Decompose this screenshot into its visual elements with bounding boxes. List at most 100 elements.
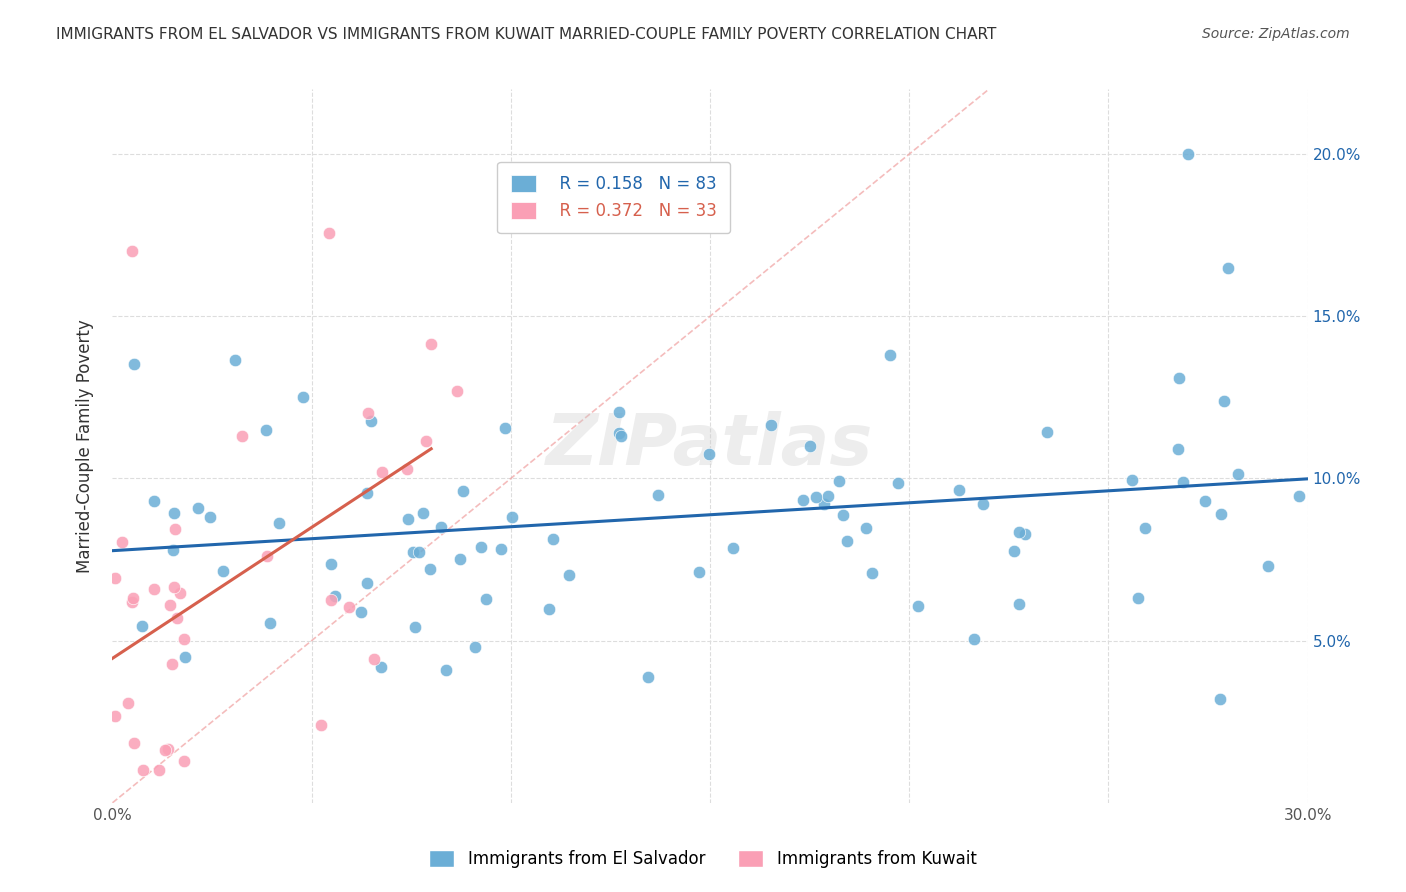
- Point: [1213, 394, 1236, 409]
- Point: [1168, 371, 1191, 385]
- Point: [412, 506, 434, 520]
- Point: [267, 516, 290, 531]
- Point: [173, 754, 195, 768]
- Point: [186, 501, 208, 516]
- Point: [541, 533, 564, 547]
- Point: [363, 652, 385, 666]
- Text: IMMIGRANTS FROM EL SALVADOR VS IMMIGRANTS FROM KUWAIT MARRIED-COUPLE FAMILY POVE: IMMIGRANTS FROM EL SALVADOR VS IMMIGRANT…: [56, 27, 997, 42]
- Point: [610, 429, 633, 443]
- Y-axis label: Married-Couple Family Poverty: Married-Couple Family Poverty: [76, 319, 94, 573]
- Point: [142, 582, 165, 596]
- Legend:   R = 0.158   N = 83,   R = 0.372   N = 33: R = 0.158 N = 83, R = 0.372 N = 33: [498, 161, 730, 233]
- Point: [408, 545, 430, 559]
- Point: [721, 541, 744, 555]
- Point: [491, 542, 513, 557]
- Point: [647, 488, 669, 502]
- Point: [162, 657, 184, 671]
- Point: [122, 357, 145, 371]
- Point: [813, 497, 835, 511]
- Point: [828, 474, 851, 488]
- Point: [972, 497, 994, 511]
- Point: [1036, 425, 1059, 440]
- Point: [163, 580, 186, 594]
- Point: [122, 736, 145, 750]
- Point: [121, 595, 143, 609]
- Point: [1194, 494, 1216, 508]
- Point: [835, 534, 858, 549]
- Point: [356, 486, 378, 500]
- Point: [254, 423, 277, 437]
- Point: [420, 337, 443, 351]
- Point: [948, 483, 970, 497]
- Point: [607, 425, 630, 440]
- Point: [111, 535, 134, 549]
- Point: [131, 619, 153, 633]
- Point: [162, 542, 184, 557]
- Point: [1121, 473, 1143, 487]
- Point: [1135, 521, 1157, 535]
- Point: [688, 565, 710, 579]
- Point: [173, 650, 195, 665]
- Point: [319, 593, 342, 607]
- Point: [855, 521, 877, 535]
- Text: ZIPatlas: ZIPatlas: [547, 411, 873, 481]
- Point: [831, 508, 853, 522]
- Point: [494, 421, 516, 435]
- Point: [697, 447, 720, 461]
- Point: [1014, 526, 1036, 541]
- Point: [817, 489, 839, 503]
- Point: [963, 632, 986, 646]
- Point: [607, 405, 630, 419]
- Point: [121, 591, 143, 606]
- Point: [142, 493, 165, 508]
- Point: [451, 483, 474, 498]
- Point: [907, 599, 929, 614]
- Point: [356, 576, 378, 591]
- Point: [357, 406, 380, 420]
- Point: [321, 558, 343, 572]
- Point: [1177, 147, 1199, 161]
- Point: [1126, 591, 1149, 605]
- Point: [169, 586, 191, 600]
- Point: [1209, 691, 1232, 706]
- Point: [259, 616, 281, 631]
- Point: [759, 417, 782, 432]
- Point: [156, 741, 179, 756]
- Point: [402, 545, 425, 559]
- Point: [104, 571, 127, 585]
- Point: [470, 540, 492, 554]
- Point: [792, 492, 814, 507]
- Point: [799, 439, 821, 453]
- Point: [292, 390, 315, 404]
- Point: [395, 462, 418, 476]
- Point: [159, 598, 181, 612]
- Point: [1257, 559, 1279, 574]
- Point: [1288, 490, 1310, 504]
- Point: [318, 227, 340, 241]
- Point: [166, 610, 188, 624]
- Point: [474, 591, 496, 606]
- Point: [212, 565, 235, 579]
- Point: [404, 620, 426, 634]
- Point: [323, 589, 346, 603]
- Point: [396, 511, 419, 525]
- Point: [231, 429, 253, 443]
- Point: [806, 491, 828, 505]
- Point: [121, 244, 143, 259]
- Point: [131, 764, 153, 778]
- Point: [173, 632, 195, 646]
- Point: [501, 510, 523, 524]
- Point: [879, 348, 901, 362]
- Point: [637, 670, 659, 684]
- Point: [558, 567, 581, 582]
- Point: [370, 465, 392, 479]
- Point: [1167, 442, 1189, 457]
- Point: [1008, 597, 1031, 611]
- Point: [537, 602, 560, 616]
- Point: [446, 384, 468, 399]
- Point: [1216, 260, 1239, 275]
- Point: [1002, 543, 1025, 558]
- Point: [198, 509, 221, 524]
- Point: [153, 743, 176, 757]
- Point: [1008, 525, 1031, 540]
